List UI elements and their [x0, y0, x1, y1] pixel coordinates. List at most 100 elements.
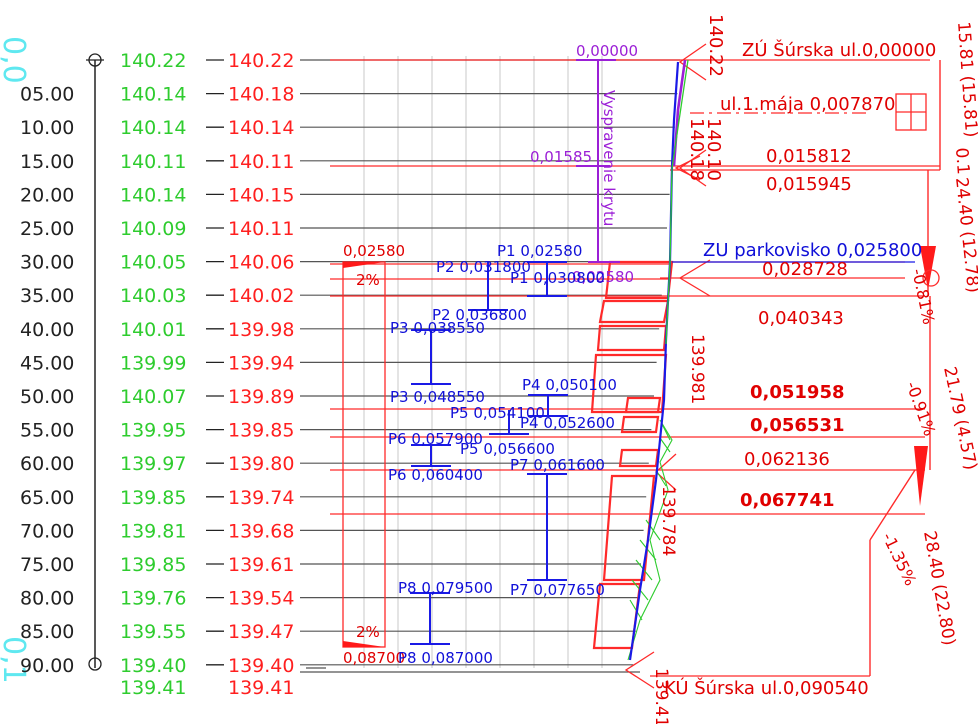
station-axis — [86, 53, 104, 671]
ku-bottom-label: KÚ Šúrska ul.0,090540 — [664, 677, 869, 699]
p6-bot: P6 0,060400 — [388, 466, 483, 484]
terrain-elevation: 139.55 — [120, 621, 186, 643]
terrain-elevation: 139.81 — [120, 520, 186, 542]
p8-bot: P8 0,087000 — [398, 649, 493, 667]
terrain-elevation: 140.22 — [120, 50, 186, 72]
p2-bot: P2 0,036800 — [432, 306, 527, 324]
design-elevation: 140.14 — [228, 117, 294, 139]
p1-bot: P1 0,030800 — [510, 269, 605, 287]
design-elevation: 139.94 — [228, 352, 294, 374]
p5-bot: P5 0,056600 — [460, 440, 555, 458]
design-elevation: 139.89 — [228, 386, 294, 408]
rot-139981: 139.981 — [687, 334, 707, 404]
terrain-elevation: 140.14 — [120, 117, 186, 139]
station-lines — [300, 59, 680, 666]
terrain-elevation: 140.09 — [120, 218, 186, 240]
design-elevation: 139.47 — [228, 621, 294, 643]
slope-3: -1.35% — [878, 529, 920, 588]
p7-bot: P7 0,077650 — [510, 581, 605, 599]
design-elevation: 139.54 — [228, 588, 294, 610]
design-elevation: 140.15 — [228, 184, 294, 206]
box-bottom-pct: 2% — [356, 623, 380, 641]
station-label: 75.00 — [20, 554, 74, 576]
station-label: 85.00 — [20, 621, 74, 643]
station-label: 25.00 — [20, 218, 74, 240]
terrain-elevation: 140.01 — [120, 319, 186, 341]
triangle-markers — [624, 43, 711, 689]
station-label: 30.00 — [20, 252, 74, 274]
bottom-red: 139.41 — [228, 677, 294, 699]
box-bottom-value: 0,08700 — [343, 649, 405, 667]
design-elevation: 139.61 — [228, 554, 294, 576]
station-label: 60.00 — [20, 453, 74, 475]
design-elevation: 139.40 — [228, 655, 294, 677]
station-label: 15.00 — [20, 151, 74, 173]
right-vertical-line — [869, 60, 941, 676]
station-label: 35.00 — [20, 285, 74, 307]
design-elevation: 139.80 — [228, 453, 294, 475]
p2-top: P2 0,031800 — [436, 258, 531, 276]
terrain-elevation: 140.14 — [120, 84, 186, 106]
terrain-elevation: 140.07 — [120, 386, 186, 408]
right-circle-marker — [922, 269, 940, 287]
box-top-pct: 2% — [356, 271, 380, 289]
segment-1: 15.81 (15.81) — [953, 21, 978, 138]
design-elevation: 140.06 — [228, 252, 294, 274]
station-label: 20.00 — [20, 184, 74, 206]
p6-top: P6 0,057900 — [388, 430, 483, 448]
purple-measure — [576, 59, 620, 263]
rot-139784: 139.784 — [658, 486, 678, 556]
terrain-elevation: 139.76 — [120, 588, 186, 610]
design-elevation: 140.22 — [228, 50, 294, 72]
segment-2: 0.1 — [951, 147, 973, 175]
design-elevation: 140.11 — [228, 151, 294, 173]
station-label: 70.00 — [20, 520, 74, 542]
slope-arrows — [914, 246, 936, 506]
p1-top: P1 0,02580 — [497, 242, 582, 260]
terrain-elevation: 140.14 — [120, 184, 186, 206]
terrain-elevation: 139.97 — [120, 453, 186, 475]
value-040343: 0,040343 — [758, 308, 844, 329]
marker-top: 0,0 — [0, 36, 31, 84]
terrain-elevation: 140.05 — [120, 252, 186, 274]
value-015945: 0,015945 — [766, 174, 852, 195]
station-label: 45.00 — [20, 352, 74, 374]
segment-5: 28.40 (22.80) — [919, 529, 959, 647]
blue-brackets — [410, 261, 568, 645]
red-percent-box — [342, 261, 386, 648]
design-elevation: 139.98 — [228, 319, 294, 341]
design-elevation: 139.85 — [228, 420, 294, 442]
p3-bot: P3 0,048550 — [390, 388, 485, 406]
purple-top-value: 0,00000 — [576, 42, 638, 60]
terrain-elevation: 139.40 — [120, 655, 186, 677]
rot-14018: 140.18 — [686, 118, 707, 181]
zu-parkovisko-label: ZU parkovisko 0,025800 — [703, 240, 922, 261]
terrain-elevation: 139.95 — [120, 420, 186, 442]
p4-top: P4 0,050100 — [522, 376, 617, 394]
grid-box-icon — [895, 93, 927, 131]
value-056531: 0,056531 — [750, 415, 845, 436]
ul-maja-label: ul.1.mája 0,007870 — [720, 94, 896, 115]
station-label: 50.00 — [20, 386, 74, 408]
terrain-elevation: 139.85 — [120, 554, 186, 576]
zu-top-label: ZÚ Šúrska ul.0,00000 — [742, 39, 936, 61]
purple-bottom-value: 0,02580 — [572, 268, 634, 286]
design-elevation: 140.18 — [228, 84, 294, 106]
station-label: 80.00 — [20, 588, 74, 610]
axis-bottom-circle — [88, 657, 102, 671]
value-028728: 0,028728 — [762, 259, 848, 280]
design-elevation: 140.11 — [228, 218, 294, 240]
station-label: 55.00 — [20, 420, 74, 442]
value-067741: 0,067741 — [740, 490, 835, 511]
marker-bottom: 0,1 — [0, 636, 31, 684]
station-label: 65.00 — [20, 487, 74, 509]
purple-mid-value: 0,01585 — [530, 148, 592, 166]
p8-top: P8 0,079500 — [398, 579, 493, 597]
p5-top: P5 0,054100 — [450, 404, 545, 422]
p3-top: P3 0,038550 — [390, 319, 485, 337]
value-015812: 0,015812 — [766, 146, 852, 167]
terrain-elevation: 139.85 — [120, 487, 186, 509]
rot-14022: 140.22 — [705, 14, 726, 77]
design-elevation: 140.02 — [228, 285, 294, 307]
